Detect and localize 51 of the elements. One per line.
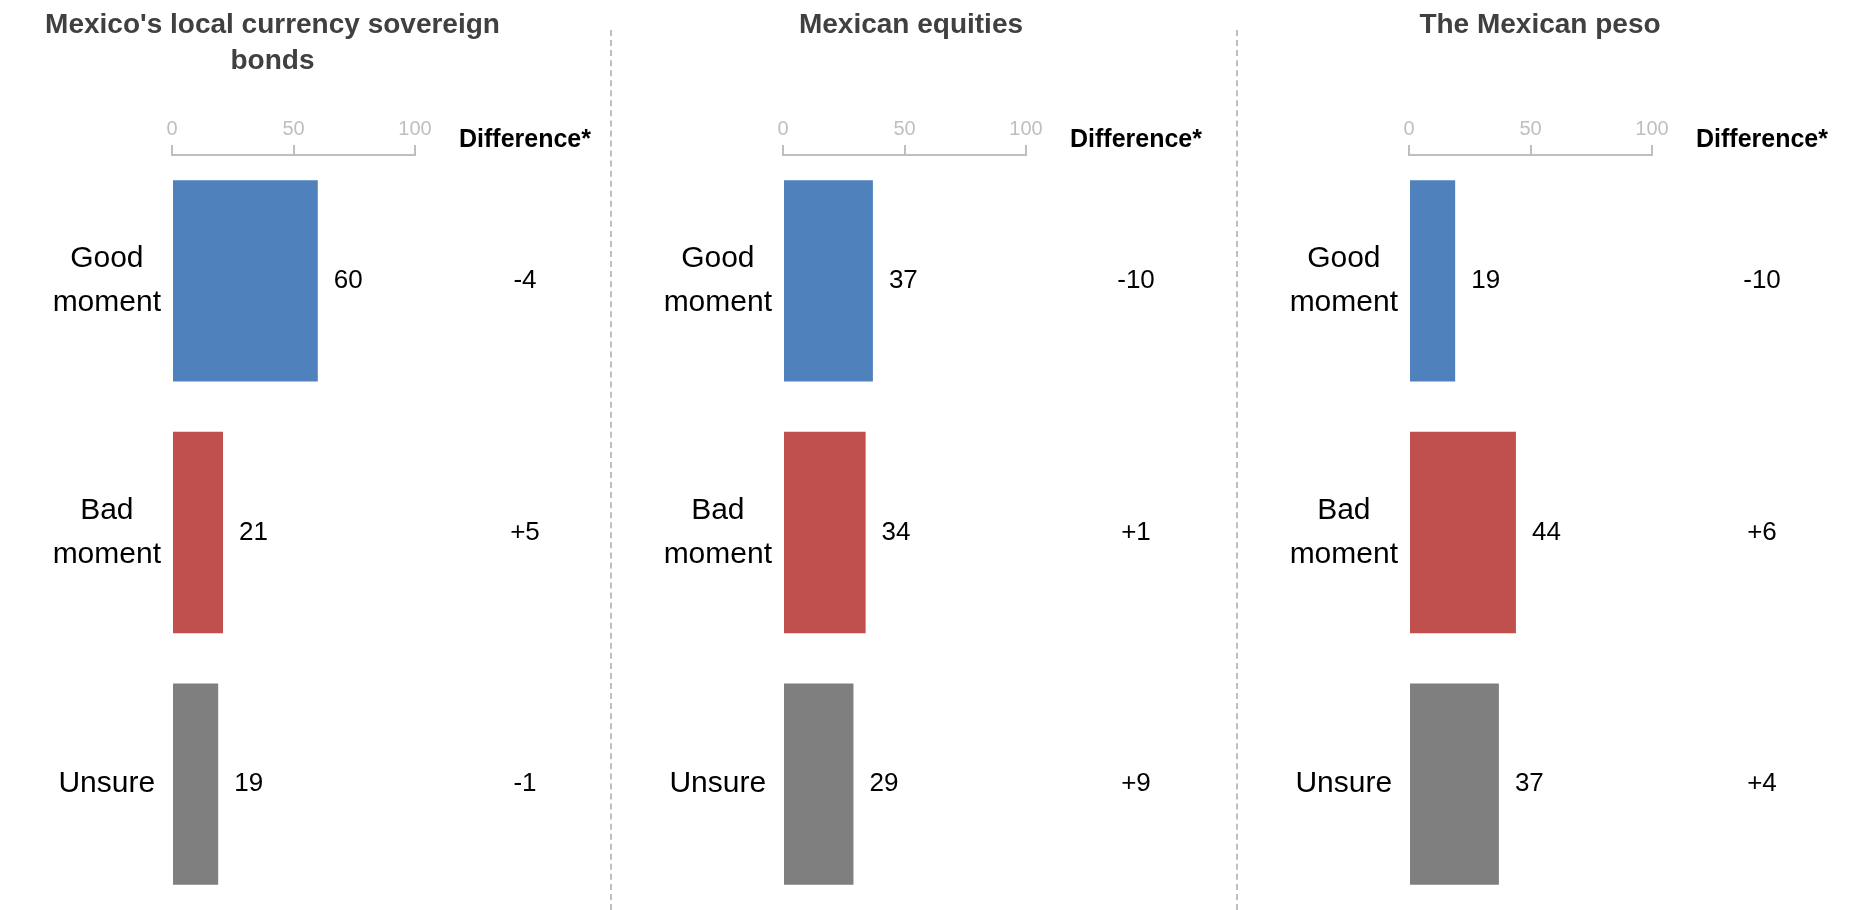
y-tick-label: Unsure xyxy=(1295,765,1393,799)
y-tick-label: Bad moment xyxy=(663,492,773,569)
chart-title: Mexico's local currency sovereign bonds xyxy=(44,7,501,77)
text: Difference* xyxy=(1696,123,1829,152)
data-label: 44 xyxy=(1531,515,1561,546)
bar xyxy=(784,683,854,885)
text: +9 xyxy=(1121,767,1151,798)
data-label: 34 xyxy=(881,515,911,546)
x-tick-label: 100 xyxy=(1009,116,1043,139)
bar xyxy=(173,180,318,382)
text: +4 xyxy=(1747,767,1777,798)
x-tick-label: 100 xyxy=(398,116,432,139)
x-tick-label: 0 xyxy=(777,116,789,139)
text: -1 xyxy=(513,767,537,798)
x-tick-label: 50 xyxy=(893,116,916,139)
x-tick-label: 50 xyxy=(1519,116,1542,139)
chart-title: The Mexican peso xyxy=(1418,7,1662,41)
data-label: 21 xyxy=(239,515,268,546)
data-label: 37 xyxy=(888,264,918,295)
bar xyxy=(173,683,219,885)
data-label: 29 xyxy=(869,767,899,798)
text: -4 xyxy=(513,264,537,295)
data-label: 37 xyxy=(1514,767,1544,798)
x-tick-label: 100 xyxy=(1635,116,1669,139)
y-tick-label: Good moment xyxy=(52,240,162,317)
x-tick-label: 0 xyxy=(1403,116,1415,139)
y-tick-label: Good moment xyxy=(663,240,773,317)
y-tick-label: Bad moment xyxy=(52,492,162,569)
bar xyxy=(784,180,873,382)
bar xyxy=(1410,431,1516,634)
y-tick-label: Good moment xyxy=(1289,240,1399,317)
data-label: 19 xyxy=(1471,264,1501,295)
bar xyxy=(1410,180,1456,382)
text: -10 xyxy=(1743,264,1781,295)
chart-title: Mexican equities xyxy=(797,7,1025,41)
y-tick-label: Unsure xyxy=(669,765,767,799)
x-tick-label: 0 xyxy=(166,116,178,139)
data-label: 19 xyxy=(234,767,264,798)
text: Difference* xyxy=(459,123,592,152)
text: +5 xyxy=(510,515,540,546)
bar xyxy=(784,431,866,634)
text: +6 xyxy=(1747,515,1777,546)
text: -10 xyxy=(1117,264,1155,295)
bar xyxy=(173,431,224,634)
text: +1 xyxy=(1121,515,1151,546)
x-tick-label: 50 xyxy=(282,116,305,139)
text: Difference* xyxy=(1070,123,1203,152)
y-tick-label: Bad moment xyxy=(1289,492,1399,569)
y-tick-label: Unsure xyxy=(58,765,156,799)
data-label: 60 xyxy=(333,264,363,295)
bar xyxy=(1410,683,1499,885)
